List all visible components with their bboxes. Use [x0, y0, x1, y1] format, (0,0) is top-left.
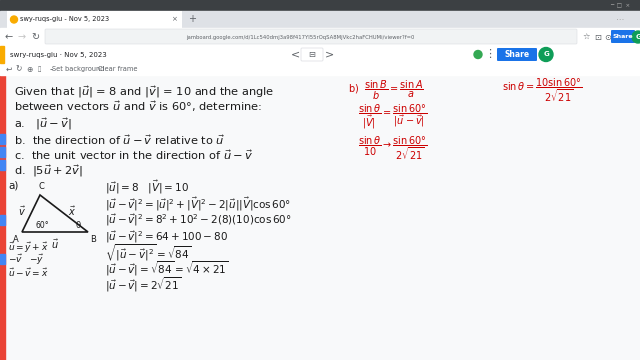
Bar — [0, 46, 4, 63]
Bar — [0, 147, 5, 157]
Text: ↻: ↻ — [16, 64, 22, 73]
Text: ↻: ↻ — [31, 32, 39, 42]
Text: b)  $\dfrac{\sin B}{b} = \dfrac{\sin A}{a}$: b) $\dfrac{\sin B}{b} = \dfrac{\sin A}{a… — [348, 78, 424, 102]
Bar — [0, 254, 5, 264]
Text: $|\vec{u}-\vec{v}|^2 = 8^2 + 10^2 - 2(8)(10)\cos 60°$: $|\vec{u}-\vec{v}|^2 = 8^2 + 10^2 - 2(8)… — [105, 212, 292, 228]
Text: $\vec{v}$: $\vec{v}$ — [18, 204, 26, 218]
Text: 🔍: 🔍 — [37, 66, 40, 72]
Text: $|\vec{u}-\vec{v}|^2 = 64+100-80$: $|\vec{u}-\vec{v}|^2 = 64+100-80$ — [105, 229, 228, 245]
FancyBboxPatch shape — [301, 48, 323, 61]
Text: a.   $|\vec{u} - \vec{v}|$: a. $|\vec{u} - \vec{v}|$ — [14, 116, 72, 132]
Text: jamboard.google.com/d/1Lc540dmj3a98f417Yl55rOqSA8MjVkc2haFCHUMi/viewer?f=0: jamboard.google.com/d/1Lc540dmj3a98f417Y… — [186, 35, 414, 40]
Text: $\vec{u} = \vec{y} + \vec{x}$: $\vec{u} = \vec{y} + \vec{x}$ — [8, 241, 49, 255]
Circle shape — [539, 48, 553, 62]
Text: $|\vec{u}|=8$   $|\vec{V}|=10$: $|\vec{u}|=8$ $|\vec{V}|=10$ — [105, 178, 189, 196]
Text: $\vec{u}$: $\vec{u}$ — [51, 238, 59, 251]
Text: ⋮: ⋮ — [484, 49, 495, 59]
Text: b.  the direction of $\vec{u} - \vec{v}$ relative to $\vec{u}$: b. the direction of $\vec{u} - \vec{v}$ … — [14, 133, 225, 147]
Text: a): a) — [8, 180, 19, 190]
Text: >: > — [325, 49, 335, 59]
Text: ↩: ↩ — [6, 64, 12, 73]
Text: d.  $|5\vec{u} + 2\vec{v}|$: d. $|5\vec{u} + 2\vec{v}|$ — [14, 163, 83, 179]
Text: ⊙: ⊙ — [605, 32, 611, 41]
Text: $|\vec{u}-\vec{v}| = 2\sqrt{21}$: $|\vec{u}-\vec{v}| = 2\sqrt{21}$ — [105, 276, 181, 294]
Circle shape — [10, 16, 17, 23]
Text: $\vec{u} - \vec{v} = \vec{x}$: $\vec{u} - \vec{v} = \vec{x}$ — [8, 267, 49, 279]
Text: Given that $|\vec{u}|$ = 8 and $|\vec{v}|$ = 10 and the angle: Given that $|\vec{u}|$ = 8 and $|\vec{v}… — [14, 84, 275, 100]
Text: Set background: Set background — [52, 66, 104, 72]
Text: B: B — [90, 235, 96, 244]
Text: swry-ruqs-giu · Nov 5, 2023: swry-ruqs-giu · Nov 5, 2023 — [10, 51, 107, 58]
Text: between vectors $\vec{u}$ and $\vec{v}$ is 60°, determine:: between vectors $\vec{u}$ and $\vec{v}$ … — [14, 100, 262, 114]
Bar — [0, 160, 5, 170]
Text: →: → — [18, 32, 26, 42]
Text: $\dfrac{\sin\theta}{10} \rightarrow \dfrac{\sin 60°}{2\sqrt{21}}$: $\dfrac{\sin\theta}{10} \rightarrow \dfr… — [358, 134, 428, 162]
Text: $|\vec{u}-\vec{v}| = \sqrt{84} = \sqrt{4\times 21}$: $|\vec{u}-\vec{v}| = \sqrt{84} = \sqrt{4… — [105, 260, 229, 278]
Bar — [0, 0, 640, 11]
Text: Share: Share — [612, 35, 634, 40]
Circle shape — [632, 31, 640, 43]
Text: $\sin\theta = \dfrac{10\sin 60°}{2\sqrt{21}}$: $\sin\theta = \dfrac{10\sin 60°}{2\sqrt{… — [502, 76, 583, 104]
Text: $\vec{x}$: $\vec{x}$ — [68, 204, 76, 218]
Text: θ: θ — [76, 221, 81, 230]
Bar — [0, 46, 640, 63]
Bar — [0, 75, 5, 360]
Text: C: C — [38, 182, 44, 191]
Text: $\sqrt{|\vec{u}-\vec{v}|^2} = \sqrt{84}$: $\sqrt{|\vec{u}-\vec{v}|^2} = \sqrt{84}$ — [105, 243, 191, 264]
Text: Share: Share — [504, 50, 529, 59]
Text: +: + — [188, 14, 196, 24]
Text: G: G — [543, 51, 549, 58]
Text: c.  the unit vector in the direction of $\vec{u} - \vec{v}$: c. the unit vector in the direction of $… — [14, 148, 253, 162]
Text: $-\vec{v}$   $-\vec{y}$: $-\vec{v}$ $-\vec{y}$ — [8, 253, 44, 267]
Text: ─  □  ×: ─ □ × — [610, 3, 630, 8]
Bar — [0, 28, 640, 46]
Text: ⊡: ⊡ — [595, 32, 602, 41]
Text: Clear frame: Clear frame — [99, 66, 138, 72]
Text: $|\vec{u}-\vec{v}|^2 = |\vec{u}|^2+|\vec{V}|^2-2|\vec{u}||\vec{V}|\cos 60°$: $|\vec{u}-\vec{v}|^2 = |\vec{u}|^2+|\vec… — [105, 195, 291, 213]
Text: swy-ruqs-giu - Nov 5, 2023: swy-ruqs-giu - Nov 5, 2023 — [20, 17, 109, 22]
Text: ⊕: ⊕ — [26, 64, 32, 73]
FancyBboxPatch shape — [497, 48, 537, 61]
Bar — [0, 11, 640, 28]
Text: ←: ← — [5, 32, 13, 42]
Bar — [0, 63, 640, 75]
Bar — [0, 215, 5, 225]
Circle shape — [474, 50, 482, 58]
Bar — [7, 11, 182, 28]
Text: -: - — [49, 64, 52, 74]
FancyBboxPatch shape — [45, 29, 577, 44]
Text: ⋯: ⋯ — [616, 15, 624, 24]
FancyBboxPatch shape — [611, 30, 635, 43]
Bar — [0, 134, 5, 144]
Text: A: A — [13, 235, 19, 244]
Text: <: < — [291, 49, 301, 59]
Text: ×: × — [171, 17, 177, 22]
Text: $\dfrac{\sin\theta}{|\vec{V}|} = \dfrac{\sin 60°}{|\vec{u}-\vec{v}|}$: $\dfrac{\sin\theta}{|\vec{V}|} = \dfrac{… — [358, 103, 428, 131]
Text: ⊟: ⊟ — [308, 50, 316, 59]
Bar — [0, 75, 640, 360]
Text: ☆: ☆ — [582, 32, 589, 41]
Text: 60°: 60° — [35, 221, 49, 230]
Text: G: G — [635, 34, 640, 40]
